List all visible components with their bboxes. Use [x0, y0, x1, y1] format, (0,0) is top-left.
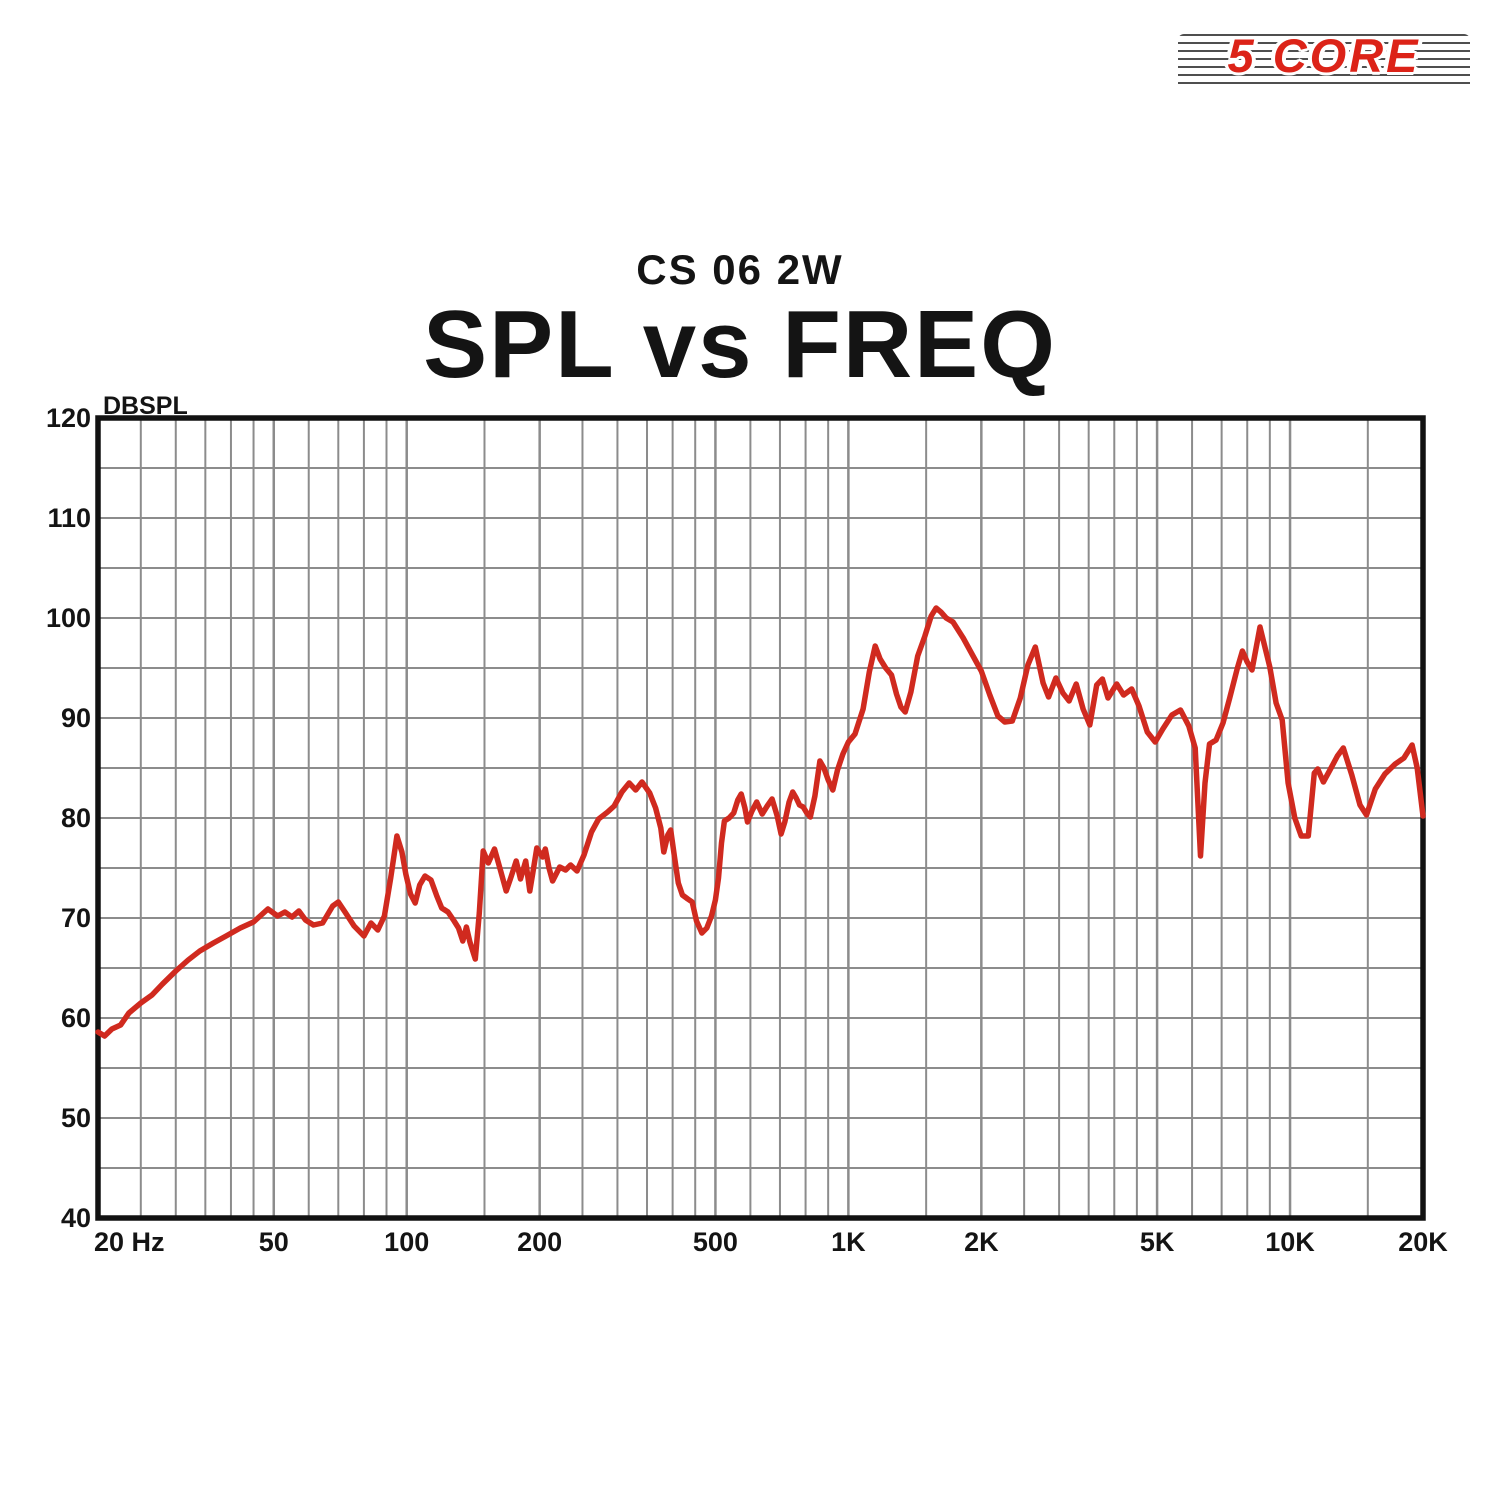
logo-stripes: [1178, 34, 1470, 90]
y-tick-label: 110: [47, 503, 91, 533]
y-tick-label: 60: [60, 1003, 91, 1033]
x-tick-label: 2K: [964, 1227, 999, 1257]
x-tick-label: 100: [384, 1227, 430, 1257]
y-axis-unit-label: DBSPL: [103, 392, 188, 420]
y-tick-label: 40: [60, 1203, 91, 1233]
x-tick-label: 10K: [1265, 1227, 1315, 1257]
x-tick-label: 20K: [1398, 1227, 1448, 1257]
frequency-response-curve: [95, 605, 1426, 1039]
brand-logo: 5 CORE: [1178, 29, 1470, 94]
x-tick-label: 5K: [1139, 1227, 1175, 1257]
y-tick-label: 50: [60, 1103, 91, 1133]
logo-text: 5 CORE: [1227, 29, 1421, 82]
chart-subtitle: CS 06 2W: [636, 246, 844, 293]
chart-title: SPL vs FREQ: [423, 291, 1057, 398]
y-tick-label: 120: [45, 403, 91, 433]
y-tick-label: 90: [60, 703, 91, 733]
y-tick-label: 70: [60, 903, 91, 933]
x-tick-label: 20 Hz: [94, 1227, 165, 1257]
x-tick-label: 1K: [831, 1227, 866, 1257]
y-tick-label: 100: [45, 603, 91, 633]
y-tick-label: 80: [60, 803, 91, 833]
x-tick-label: 50: [258, 1227, 289, 1257]
x-tick-label: 200: [517, 1227, 563, 1257]
x-tick-label: 500: [692, 1227, 738, 1257]
